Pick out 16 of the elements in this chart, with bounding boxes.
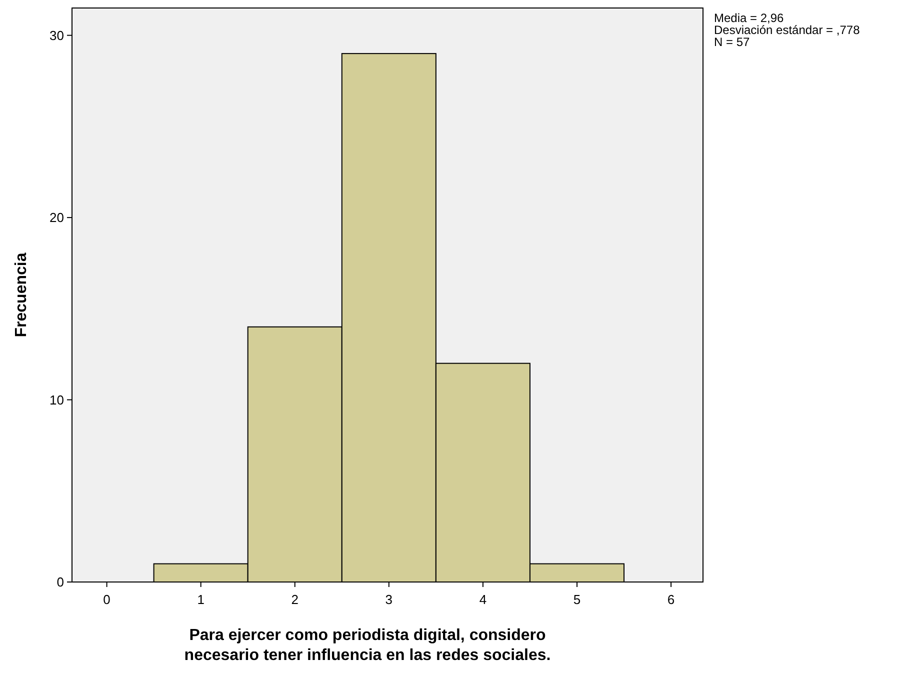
x-tick-label: 4 — [479, 592, 487, 607]
x-tick-label: 3 — [385, 592, 393, 607]
x-tick-label: 5 — [573, 592, 581, 607]
text: Media = 2,96 — [714, 11, 784, 25]
y-tick-label: 0 — [56, 574, 64, 590]
x-tick-label: 1 — [197, 592, 204, 607]
x-tick-label: 6 — [667, 592, 675, 607]
y-tick-label: 20 — [50, 210, 64, 226]
x-tick-label: 0 — [103, 592, 110, 607]
y-axis-title: Frecuencia — [13, 252, 30, 338]
text: Desviación estándar = ,778 — [714, 23, 860, 37]
y-tick-label: 30 — [50, 28, 64, 43]
x-axis-title: Para ejercer como periodista digital, considero necesario tener influencia en las redes sociales. — [184, 627, 551, 664]
y-tick-label: 10 — [50, 392, 64, 408]
text: N = 57 — [714, 35, 750, 49]
x-tick-label: 2 — [291, 592, 298, 607]
